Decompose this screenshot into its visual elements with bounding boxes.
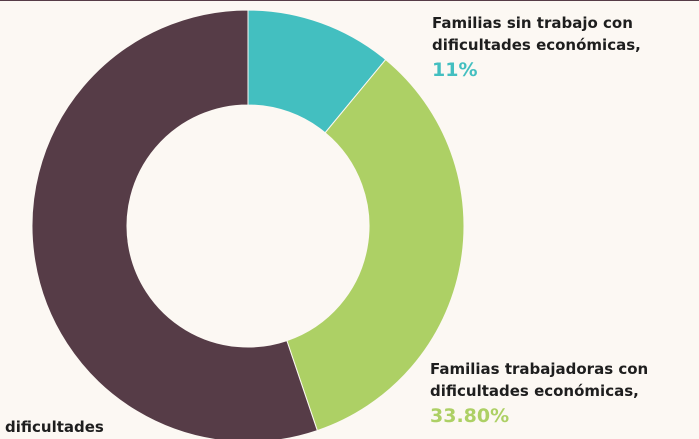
segment-label: dificultades económicas, <box>430 382 639 400</box>
segment-label: Familias sin trabajo con <box>432 14 633 32</box>
segment-label: dificultades <box>5 418 104 436</box>
segment-label: dificultades económicas, <box>432 36 641 54</box>
donut-segment <box>31 9 318 439</box>
donut-segment <box>286 58 465 432</box>
segment-label: Familias trabajadoras con <box>430 360 648 378</box>
value-label: 11% <box>432 59 477 81</box>
value-label: 33.80% <box>430 405 509 427</box>
